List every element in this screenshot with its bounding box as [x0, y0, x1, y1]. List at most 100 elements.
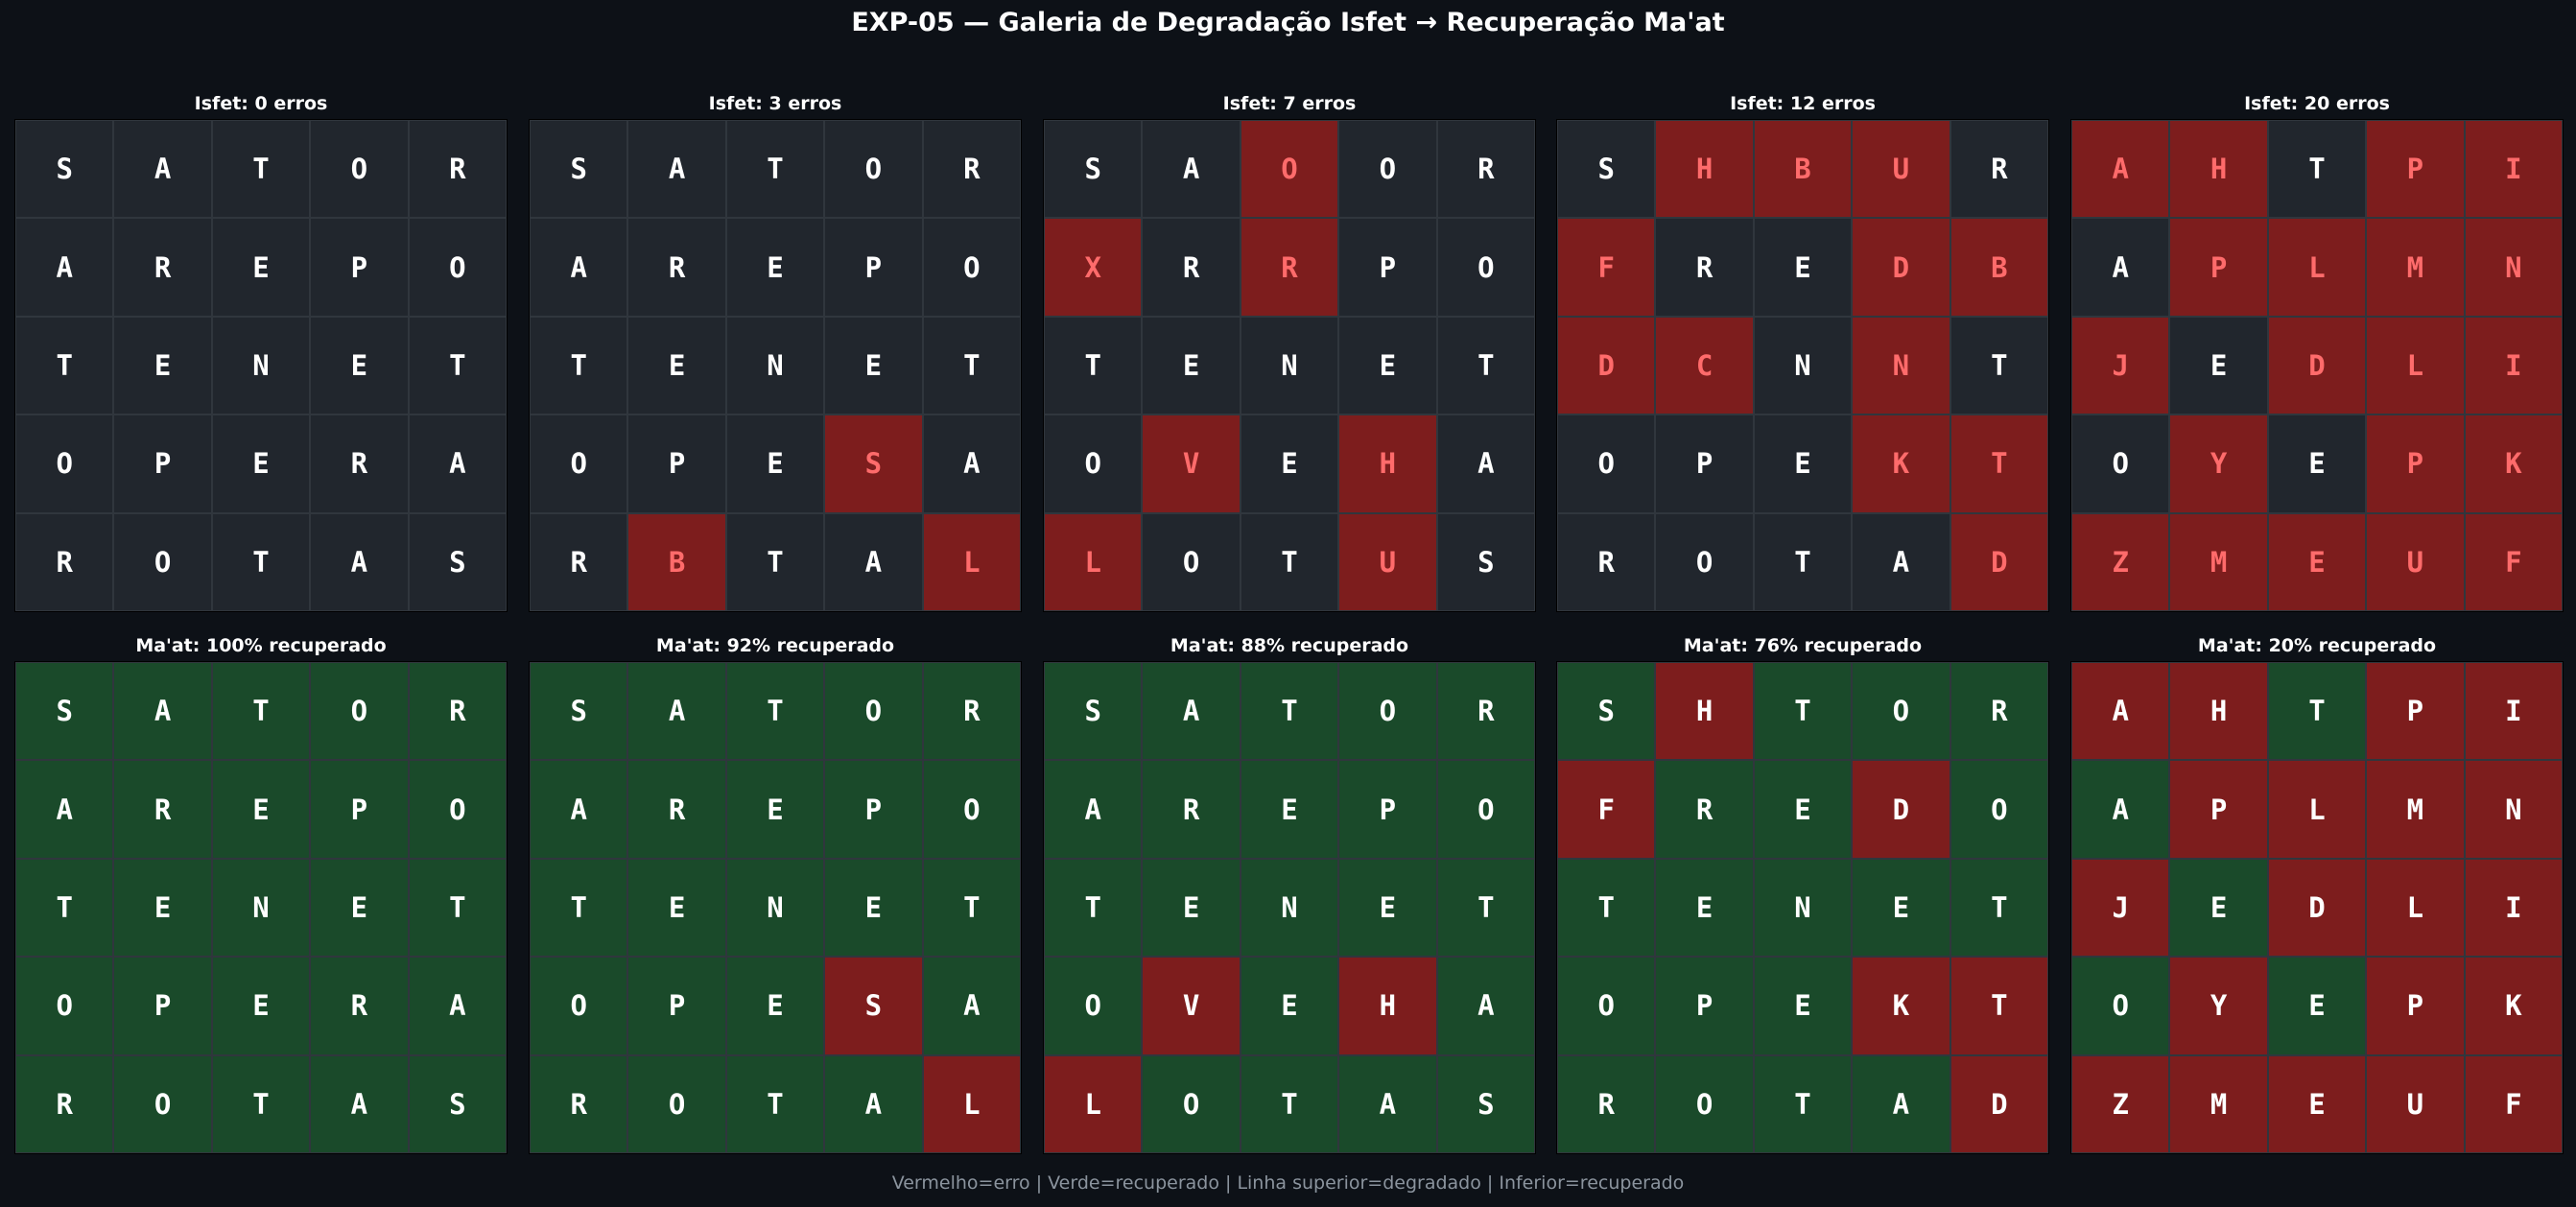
grid-cell: O	[310, 120, 409, 219]
error-cell: K	[2464, 957, 2563, 1055]
grid-cell: P	[310, 218, 409, 317]
recovered-cell: R	[1950, 662, 2048, 761]
grid-cell: O	[15, 414, 114, 513]
recovered-cell: A	[408, 957, 507, 1055]
grid-cell: T	[922, 316, 1021, 415]
error-cell: B	[1753, 120, 1853, 219]
recovered-cell: T	[1044, 858, 1143, 958]
error-cell: U	[2366, 1054, 2465, 1153]
error-cell: A	[2071, 662, 2170, 761]
error-cell: E	[2267, 1054, 2367, 1153]
grid-cell: E	[2267, 414, 2367, 513]
grid-cell: E	[1753, 218, 1853, 317]
recovered-cell: O	[15, 957, 114, 1055]
error-cell: H	[2169, 120, 2268, 219]
recovered-cell: E	[1240, 957, 1339, 1055]
footer-caption: Vermelho=erro | Verde=recuperado | Linha…	[891, 1172, 1685, 1194]
recovered-cell: T	[1240, 1054, 1339, 1153]
error-cell: Z	[2071, 512, 2170, 611]
error-cell: E	[2267, 512, 2367, 611]
panel-title: Ma'at: 76% recuperado	[1683, 635, 1923, 656]
recovered-cell: A	[627, 662, 726, 761]
error-cell: K	[1852, 414, 1950, 513]
error-cell: H	[1338, 414, 1437, 513]
error-cell: Z	[2071, 1054, 2170, 1153]
grid-cell: R	[627, 218, 726, 317]
recovered-cell: E	[1240, 760, 1339, 859]
error-cell: D	[1557, 316, 1656, 415]
error-cell: L	[922, 512, 1021, 611]
recovered-cell: A	[2071, 760, 2170, 859]
recovered-cell: P	[310, 760, 409, 859]
grid-cell: S	[1557, 120, 1656, 219]
error-cell: P	[2366, 957, 2465, 1055]
grid-cell: T	[15, 316, 114, 415]
recovered-cell: N	[1240, 858, 1339, 958]
error-cell: L	[1044, 1054, 1143, 1153]
recovered-cell: R	[1436, 662, 1535, 761]
grid-cell: T	[1950, 316, 2048, 415]
grid-cell: O	[113, 512, 212, 611]
recovered-cell: E	[1655, 858, 1754, 958]
error-cell: U	[2366, 512, 2465, 611]
error-cell: J	[2071, 858, 2170, 958]
recovered-cell: P	[1655, 957, 1754, 1055]
recovered-cell: E	[824, 858, 923, 958]
recovered-cell: E	[1753, 957, 1853, 1055]
grid-cell: N	[1240, 316, 1339, 415]
recovered-cell: E	[1852, 858, 1950, 958]
error-cell: M	[2169, 512, 2268, 611]
panel-title: Ma'at: 88% recuperado	[1170, 635, 1409, 656]
error-cell: K	[1852, 957, 1950, 1055]
recovered-cell: E	[725, 760, 825, 859]
panel-title: Ma'at: 20% recuperado	[2197, 635, 2437, 656]
error-cell: U	[1852, 120, 1950, 219]
recovered-cell: T	[211, 662, 311, 761]
error-cell: Y	[2169, 957, 2268, 1055]
grid-cell: T	[408, 316, 507, 415]
grid-cell: O	[1338, 120, 1437, 219]
grid-cell: N	[211, 316, 311, 415]
recovered-cell: R	[1655, 760, 1754, 859]
recovered-cell: R	[922, 662, 1021, 761]
error-cell: O	[1240, 120, 1339, 219]
grid-cell: R	[530, 512, 628, 611]
recovered-cell: E	[2169, 858, 2268, 958]
error-cell: M	[2366, 218, 2465, 317]
recovered-cell: S	[1436, 1054, 1535, 1153]
error-cell: H	[2169, 662, 2268, 761]
error-cell: L	[922, 1054, 1021, 1153]
recovered-cell: P	[113, 957, 212, 1055]
recovered-cell: O	[627, 1054, 726, 1153]
grid-cell: A	[408, 414, 507, 513]
error-cell: H	[1655, 120, 1754, 219]
grid-cell: A	[1852, 512, 1950, 611]
recovered-cell: A	[1142, 662, 1241, 761]
recovered-cell: A	[15, 760, 114, 859]
grid-cell: O	[1436, 218, 1535, 317]
grid-cell: T	[725, 512, 825, 611]
error-cell: R	[1240, 218, 1339, 317]
grid-cell: R	[310, 414, 409, 513]
recovered-cell: T	[211, 1054, 311, 1153]
grid-cell: N	[1753, 316, 1853, 415]
chart-title: EXP-05 — Galeria de Degradação Isfet → R…	[851, 8, 1725, 37]
grid-cell: T	[1753, 512, 1853, 611]
grid-cell: S	[408, 512, 507, 611]
recovered-cell: N	[725, 858, 825, 958]
grid-cell: E	[1753, 414, 1853, 513]
error-cell: V	[1142, 957, 1241, 1055]
error-cell: C	[1655, 316, 1754, 415]
grid-cell: O	[408, 218, 507, 317]
recovered-cell: O	[1950, 760, 2048, 859]
grid-cell: E	[725, 218, 825, 317]
panel-title: Isfet: 0 erros	[194, 93, 328, 114]
error-cell: H	[1655, 662, 1754, 761]
grid-cell: O	[824, 120, 923, 219]
grid-cell: S	[1044, 120, 1143, 219]
recovered-cell: R	[113, 760, 212, 859]
recovered-cell: T	[15, 858, 114, 958]
